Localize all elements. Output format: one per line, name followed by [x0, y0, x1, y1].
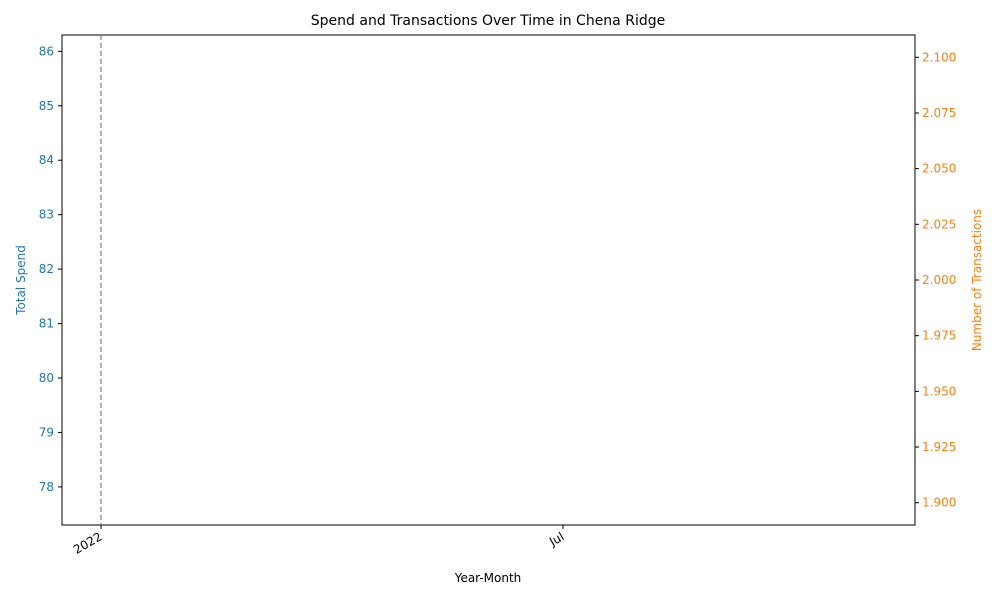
left-tick-label: 80	[39, 371, 54, 385]
right-tick-label: 2.025	[922, 217, 956, 231]
left-tick-label: 85	[39, 99, 54, 113]
left-tick-label: 78	[39, 480, 54, 494]
right-tick-label: 2.100	[922, 50, 956, 64]
x-axis-ticks: 2022 Jul	[71, 525, 567, 557]
right-axis-label: Number of Transactions	[970, 209, 984, 351]
left-tick-label: 84	[39, 153, 54, 167]
right-axis-ticks: 1.900 1.925 1.950 1.975 2.000 2.025 2.050 2.075…	[915, 50, 956, 510]
left-tick-label: 81	[39, 317, 54, 331]
right-tick-label: 1.950	[922, 384, 956, 398]
left-tick-label: 83	[39, 208, 54, 222]
right-tick-label: 1.975	[922, 329, 956, 343]
right-tick-label: 1.900	[922, 496, 956, 510]
x-tick-label: Jul	[546, 529, 566, 549]
left-tick-label: 82	[39, 262, 54, 276]
right-tick-label: 2.050	[922, 162, 956, 176]
left-tick-label: 79	[39, 425, 54, 439]
left-axis-ticks: 78 79 80 81 82 83 84 85 86	[39, 44, 62, 494]
left-tick-label: 86	[39, 44, 54, 58]
chart-title: Spend and Transactions Over Time in Chen…	[311, 13, 665, 29]
x-axis-label: Year-Month	[454, 571, 522, 585]
plot-area	[61, 34, 916, 526]
x-tick-label: 2022	[71, 529, 104, 556]
right-tick-label: 1.925	[922, 440, 956, 454]
right-tick-label: 2.075	[922, 106, 956, 120]
left-axis-label: Total Spend	[14, 245, 28, 316]
right-tick-label: 2.000	[922, 273, 956, 287]
